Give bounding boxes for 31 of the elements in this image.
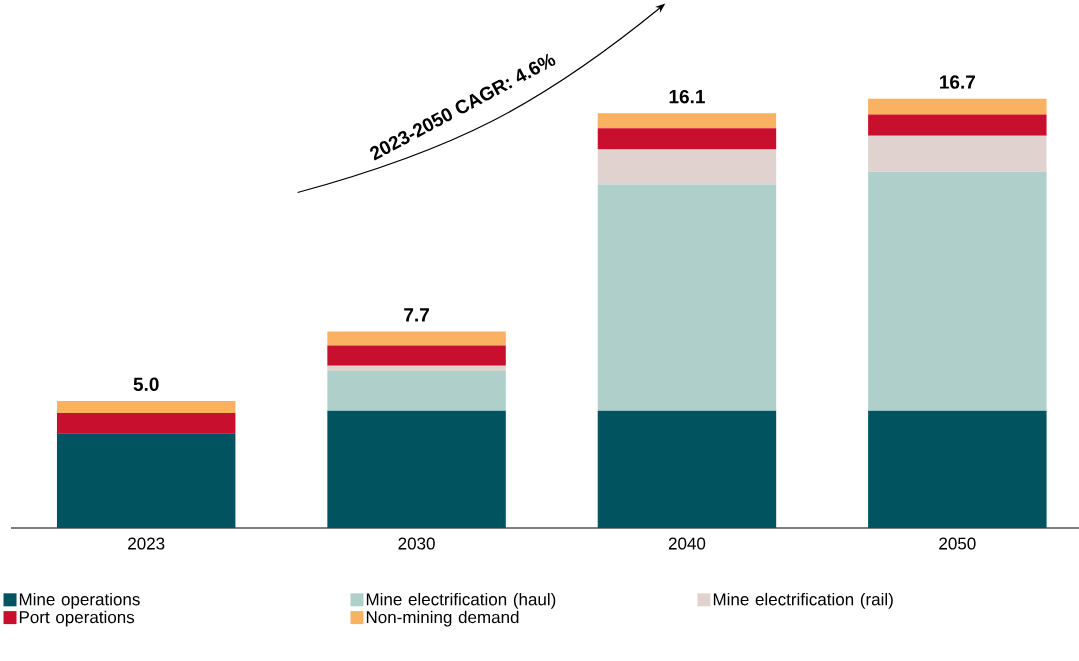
bar — [597, 184, 777, 411]
bar — [327, 345, 506, 366]
bar — [327, 410, 506, 528]
annotation: 5.0 — [133, 377, 159, 391]
x-tick-label: 2040 — [668, 537, 706, 550]
bar — [327, 370, 506, 411]
annotation: 7.7 — [404, 308, 429, 322]
legend-label: Port operations — [19, 610, 135, 627]
annotation: 16.1 — [669, 89, 705, 104]
bar — [597, 149, 777, 185]
x-tick-label: 2023 — [128, 537, 165, 550]
bar — [597, 410, 777, 528]
bar — [868, 410, 1047, 528]
legend-label: Mine electrification (rail) — [713, 592, 893, 609]
legend-label: Non-mining demand — [366, 610, 519, 627]
bar — [597, 128, 777, 150]
bar — [597, 113, 777, 129]
bar — [56, 400, 236, 413]
bar — [327, 331, 506, 346]
bar — [868, 114, 1047, 136]
bar — [868, 171, 1047, 411]
bar — [56, 412, 236, 434]
x-tick-label: 2030 — [398, 537, 435, 550]
bar — [327, 365, 506, 371]
bar — [868, 98, 1047, 115]
x-tick-label: 2050 — [939, 537, 976, 550]
annotation: 16.7 — [940, 75, 975, 89]
legend-label: Mine operations — [19, 592, 140, 609]
legend-label: Mine electrification (haul) — [366, 592, 556, 609]
bar — [868, 135, 1047, 172]
bar — [56, 433, 236, 528]
